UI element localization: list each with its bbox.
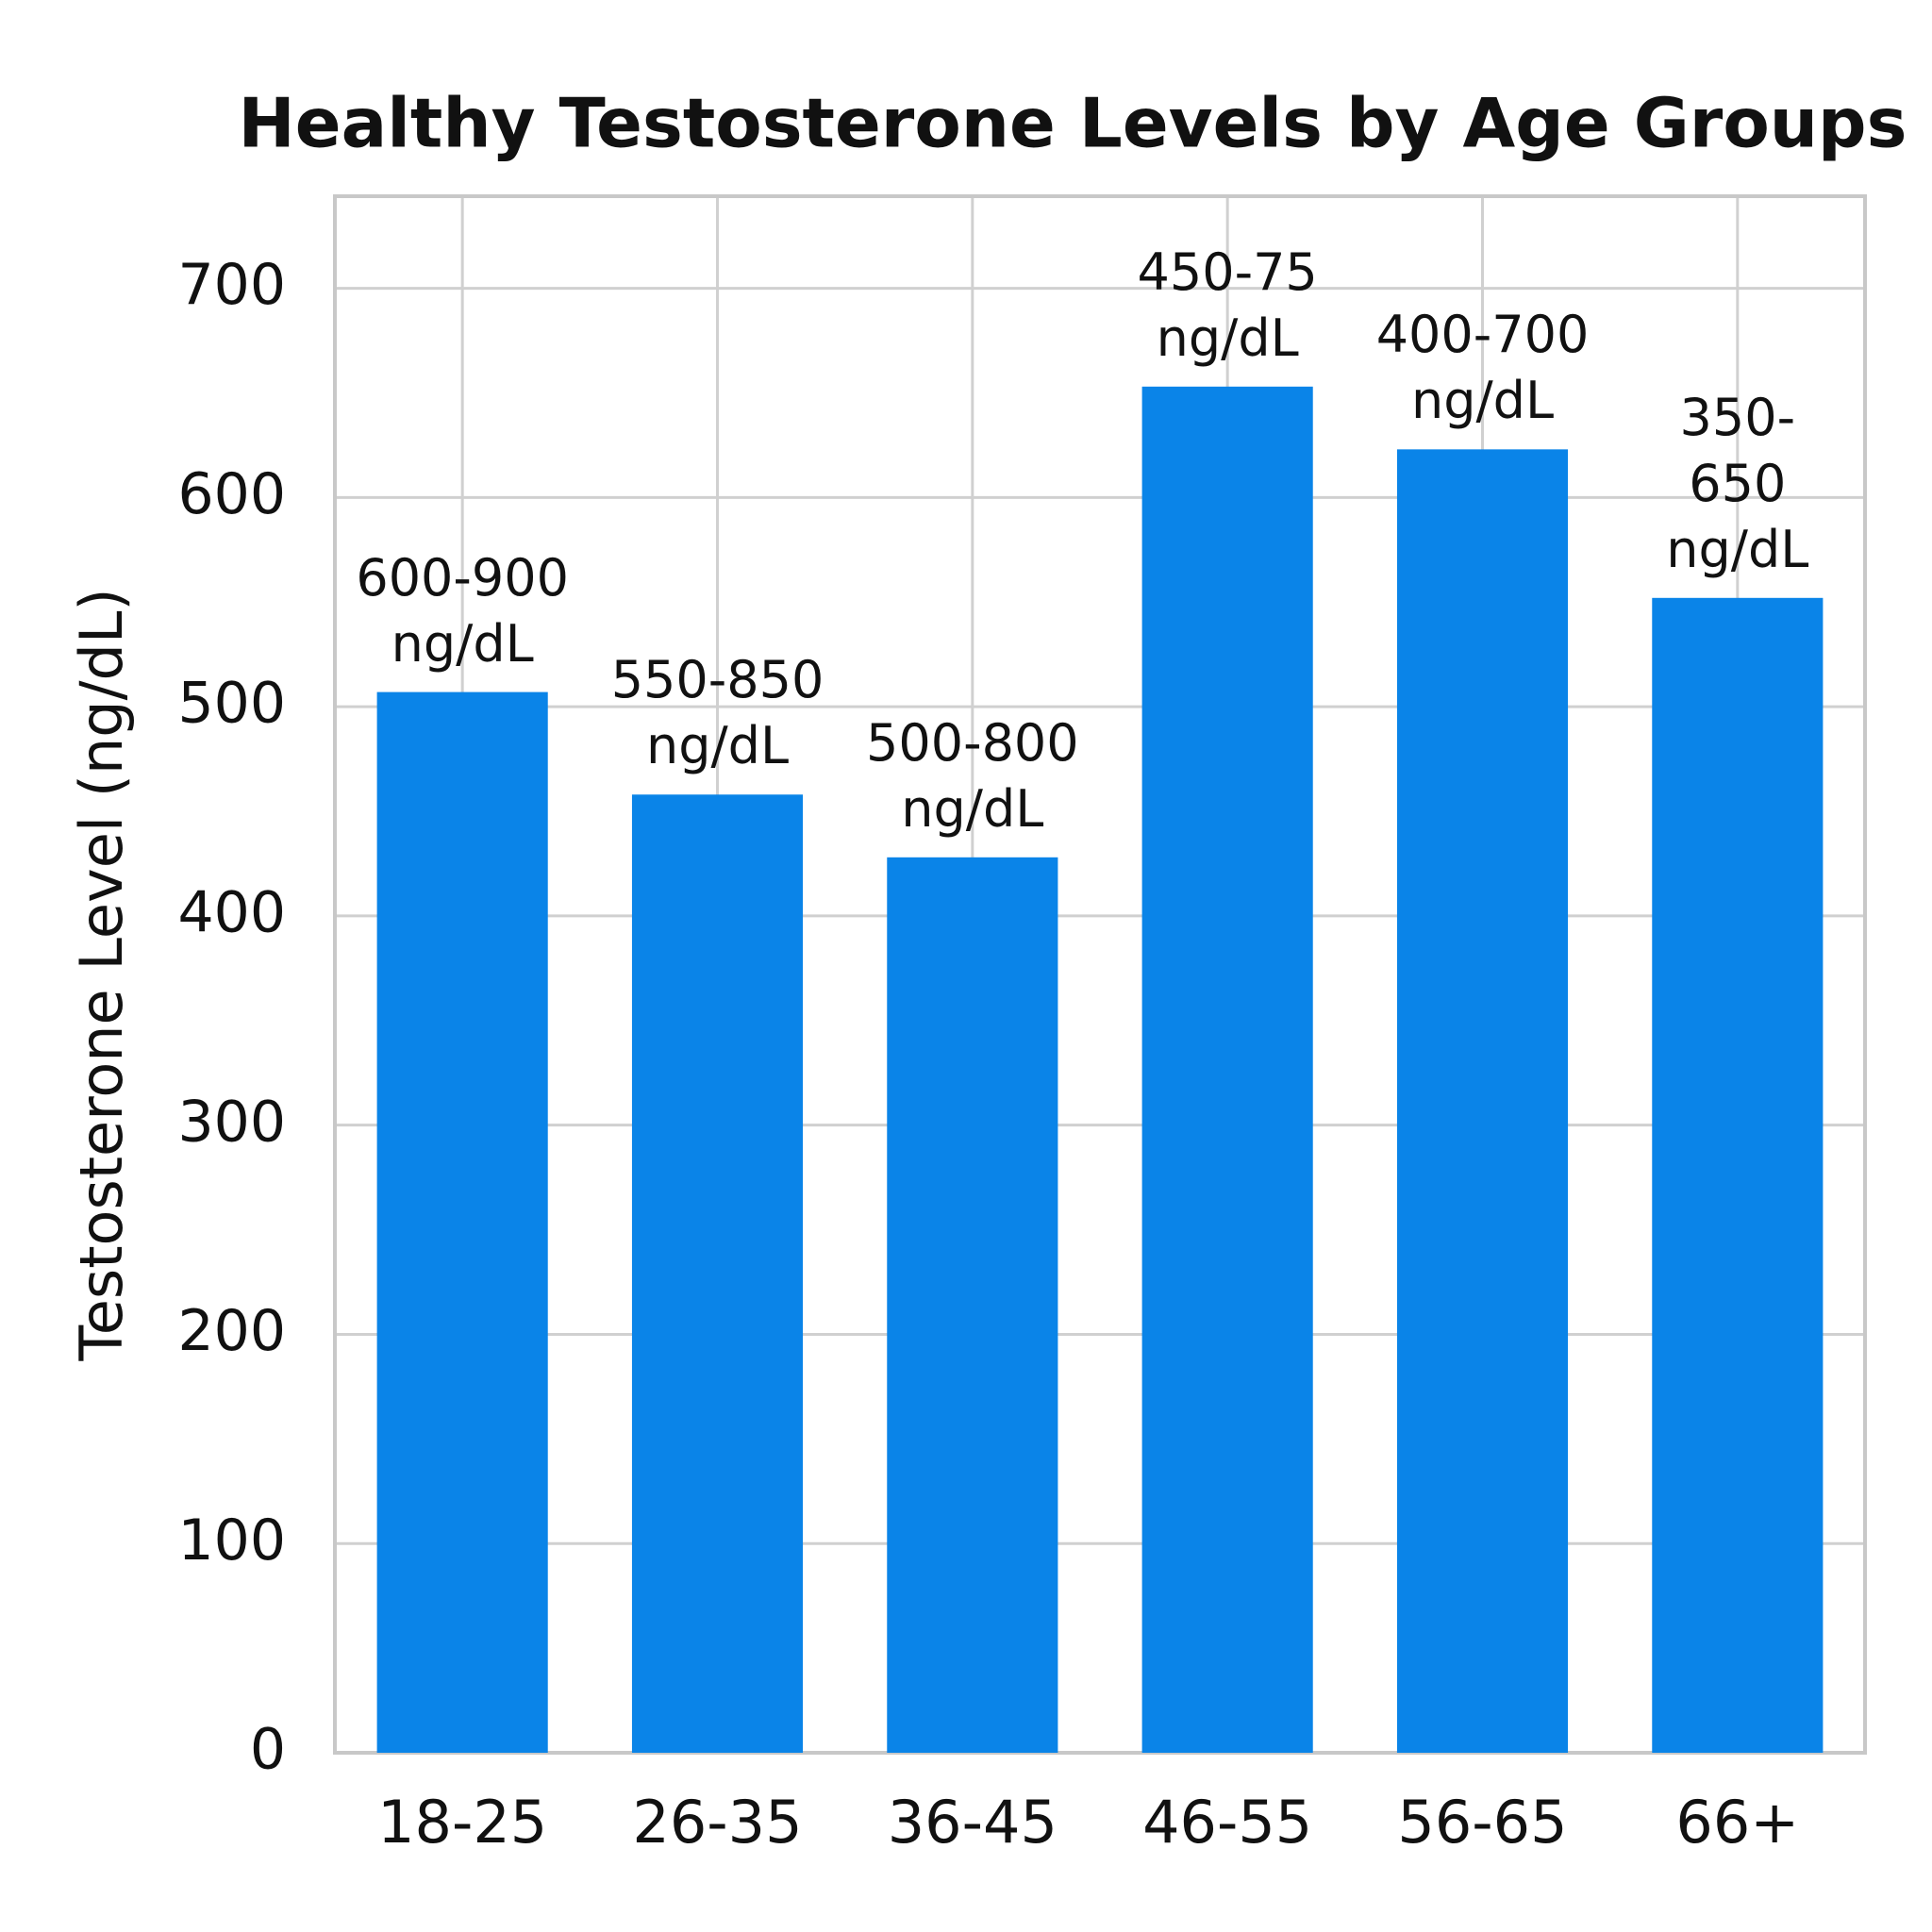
bar [1652,597,1824,1754]
bar-annotation: 600-900 ng/dL [356,547,569,674]
chart-title: Healthy Testosterone Levels by Age Group… [239,84,1907,163]
x-tick-label: 18-25 [377,1788,547,1857]
bar-annotation: 450-75 ng/dL [1137,242,1318,368]
y-tick-label: 400 [177,879,286,945]
x-tick-label: 56-65 [1397,1788,1567,1857]
bar [631,794,804,1753]
plot-frame [333,194,1867,1755]
y-tick-label: 0 [250,1717,286,1783]
y-tick-label: 600 [177,461,286,527]
y-tick-label: 100 [177,1507,286,1574]
bar-annotation: 350-650 ng/dL [1666,387,1809,579]
y-tick-label: 500 [177,671,286,737]
bar-annotation: 500-800 ng/dL [866,712,1079,839]
bar-annotation: 400-700 ng/dL [1375,305,1590,431]
bar-annotation: 550-850 ng/dL [610,650,824,776]
y-tick-label: 700 [177,252,286,318]
bar [1396,449,1569,1753]
y-tick-label: 200 [177,1298,286,1364]
x-tick-label: 36-45 [888,1788,1058,1857]
bar [1141,386,1313,1754]
bar [887,857,1058,1753]
x-tick-label: 46-55 [1142,1788,1312,1857]
y-axis-label: Testosterone Level (ng/dL) [67,588,136,1361]
x-tick-label: 26-35 [632,1788,802,1857]
y-tick-label: 300 [177,1089,286,1155]
bar [376,691,548,1753]
x-tick-label: 66+ [1675,1788,1799,1857]
